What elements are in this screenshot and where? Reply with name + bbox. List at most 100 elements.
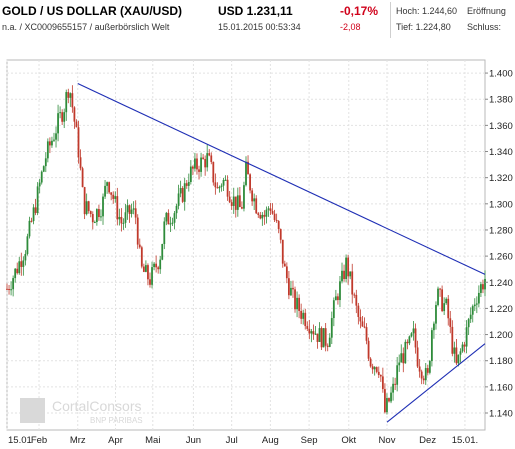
candle-body (414, 328, 417, 348)
candle-body (40, 171, 43, 183)
candle-body (257, 213, 260, 215)
candle-body (408, 336, 411, 344)
candle-body (226, 179, 229, 197)
candle-body (367, 340, 370, 359)
watermark-logo: CortalConsors BNP PARIBAS (20, 398, 143, 425)
candle-body (16, 268, 19, 274)
candle-body (285, 266, 288, 279)
candle-body (316, 333, 319, 342)
candle-body (126, 205, 129, 213)
candle-body (28, 220, 31, 237)
candle-body (124, 212, 127, 223)
candle-body (36, 186, 39, 213)
y-tick-label: 1.320 (489, 173, 513, 184)
candle-body (106, 182, 108, 186)
candle-body (51, 140, 53, 146)
candle-body (279, 229, 282, 240)
candle-body (294, 289, 296, 310)
candle-body (386, 398, 388, 413)
candle-body (396, 365, 399, 385)
candle-body (161, 244, 164, 260)
y-tick-label: 1.340 (489, 147, 513, 158)
close-label: Schluss: (467, 22, 502, 32)
candle-body (138, 244, 141, 248)
candle-body (179, 188, 182, 194)
candle-body (375, 367, 378, 372)
y-tick-label: 1.160 (489, 382, 513, 393)
x-tick-label: Okt (341, 435, 356, 446)
candle-body (355, 294, 358, 306)
candle-body (418, 366, 421, 372)
trendlines (77, 83, 486, 423)
candle-body (69, 93, 72, 98)
candle-body (455, 347, 458, 364)
candle-body (453, 347, 456, 354)
candle-body (210, 155, 213, 162)
candle-body (187, 182, 190, 186)
candle-body (232, 196, 235, 206)
candle-body (379, 374, 382, 377)
candle-body (475, 303, 478, 305)
candle-body (116, 196, 119, 220)
candle-body (255, 198, 258, 214)
candle-body (469, 314, 472, 320)
candle-body (236, 195, 239, 210)
candle-body (449, 318, 452, 327)
candle-body (85, 201, 88, 215)
candle-body (430, 330, 433, 362)
y-tick-label: 1.360 (489, 121, 513, 132)
candle-body (198, 169, 200, 172)
candle-body (308, 328, 311, 334)
candle-body (265, 209, 268, 217)
x-tick-label: Dez (419, 435, 436, 446)
x-tick-label: Jul (226, 435, 238, 446)
candle-body (42, 166, 45, 172)
candle-body (59, 112, 62, 114)
candle-body (118, 216, 121, 220)
x-tick-label: Jun (186, 435, 201, 446)
candle-body (79, 157, 82, 169)
candle-body (480, 284, 482, 293)
candle-body (318, 328, 321, 342)
candle-body (196, 158, 198, 170)
candle-body (263, 214, 266, 217)
candle-body (18, 261, 21, 274)
candle-body (298, 297, 301, 311)
candle-body (12, 278, 15, 290)
candle-body (73, 107, 76, 122)
watermark-brand: CortalConsors (52, 398, 141, 414)
candle-body (451, 326, 454, 354)
candle-body (200, 157, 202, 172)
candle-body (243, 185, 245, 209)
candle-body (189, 166, 192, 183)
candle-body (259, 214, 262, 219)
x-axis: 15.01 Feb Mrz Apr Mai Jun Jul Aug Sep Okt Nov Dez 15… (8, 435, 478, 446)
candle-body (461, 344, 464, 352)
candle-body (91, 214, 94, 223)
candle-body (151, 267, 153, 285)
candle-body (155, 263, 158, 268)
candle-body (339, 281, 341, 301)
watermark-sub: BNP PARIBAS (90, 416, 143, 425)
candle-body (271, 211, 274, 214)
candle-body (422, 378, 425, 381)
candle-body (324, 328, 327, 346)
x-tick-label: Mai (145, 435, 160, 446)
x-tick-label: Mrz (70, 435, 86, 446)
candle-body (132, 208, 135, 210)
candle-body (191, 166, 194, 169)
candle-body (228, 196, 231, 203)
y-tick-label: 1.180 (489, 356, 513, 367)
candle-body (439, 288, 441, 290)
candle-body (165, 212, 168, 222)
grid (6, 60, 485, 430)
candle-body (253, 198, 256, 202)
candle-body (273, 213, 276, 220)
candle-body (147, 265, 149, 280)
candle-body (443, 303, 446, 312)
candle-body (384, 389, 386, 413)
candle-body (20, 261, 23, 267)
candle-body (163, 221, 166, 245)
candle-body (365, 327, 368, 341)
